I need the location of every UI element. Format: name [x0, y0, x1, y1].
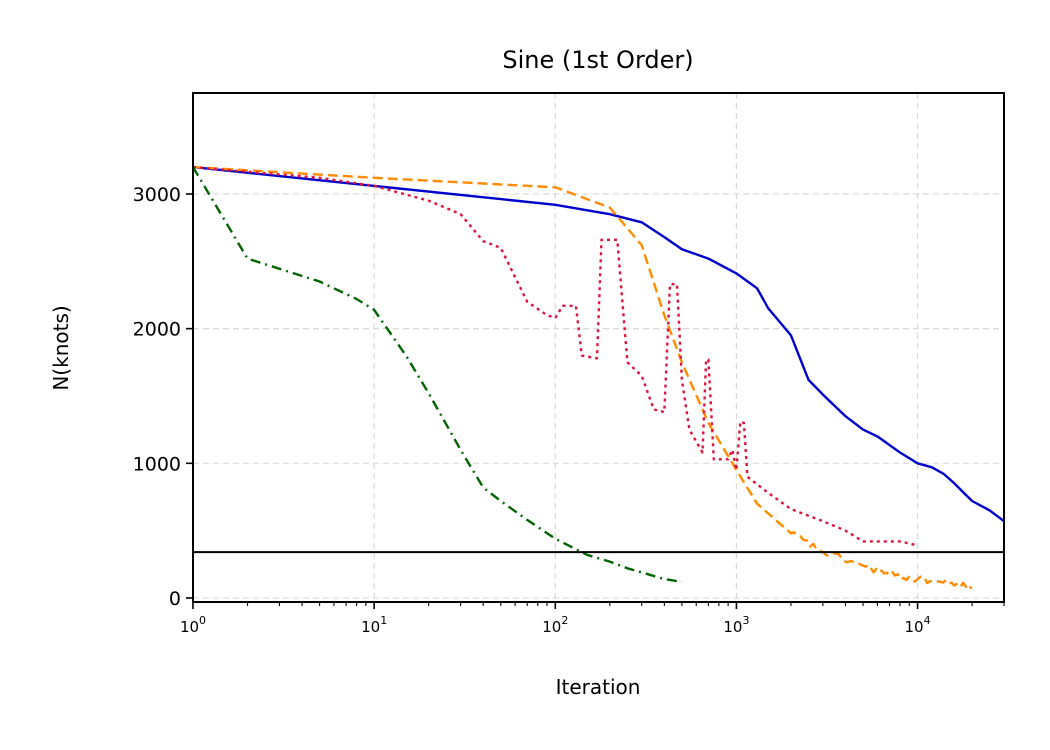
series-line [192, 165, 973, 591]
x-tick-label: 100 [180, 614, 206, 636]
x-tick-label: 104 [905, 614, 931, 636]
series-line [192, 165, 918, 547]
x-tick-label: 103 [723, 614, 749, 636]
x-tick-label: 102 [542, 614, 568, 636]
series-line [191, 166, 683, 583]
series-group [191, 165, 1005, 591]
y-axis-label: N(knots) [49, 305, 73, 390]
y-tick-label: 2000 [133, 319, 181, 341]
y-tick-label: 1000 [133, 453, 181, 475]
plot-frame [192, 92, 1005, 603]
series-line [192, 165, 1005, 523]
y-tick-label: 3000 [133, 184, 181, 206]
chart-title: Sine (1st Order) [502, 46, 693, 74]
x-axis-label: Iteration [556, 675, 641, 699]
x-tick-label: 101 [361, 614, 387, 636]
ticks: 100 101 102 103 104 0 1000 2000 3000 [133, 184, 1005, 636]
y-tick-label: 0 [169, 588, 181, 610]
grid [193, 93, 1004, 602]
